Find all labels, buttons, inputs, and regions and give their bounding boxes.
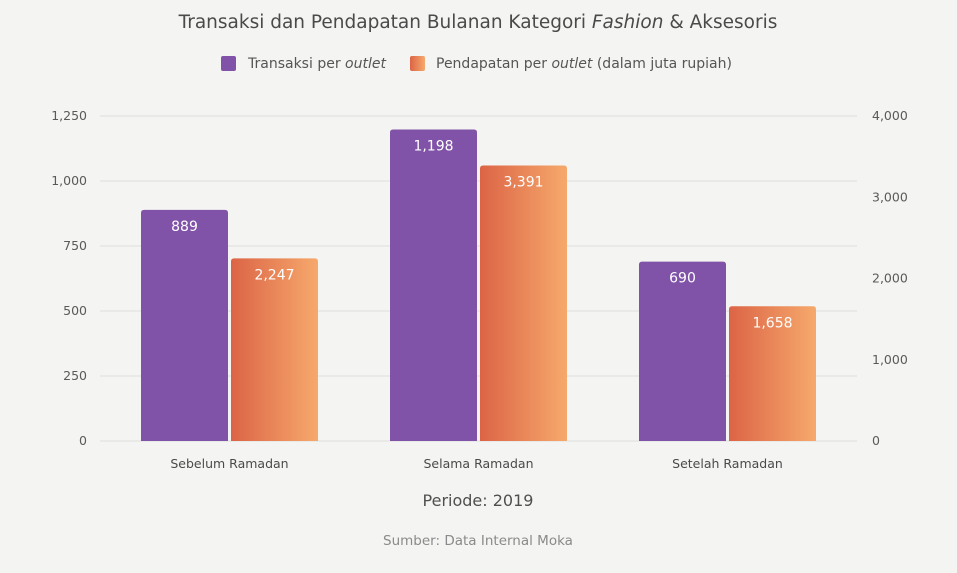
y-right-tick-2: 2,000 bbox=[872, 271, 908, 286]
data-label-transaksi-0: 889 bbox=[171, 219, 198, 235]
x-axis-categories: Sebelum Ramadan Selama Ramadan Setelah Ram… bbox=[170, 456, 782, 471]
bar-transaksi-1 bbox=[390, 129, 477, 441]
y-left-tick-3: 750 bbox=[63, 238, 87, 253]
x-category-1: Selama Ramadan bbox=[424, 456, 534, 471]
y-left-tick-5: 1,250 bbox=[51, 108, 87, 123]
bar-transaksi-0 bbox=[141, 209, 228, 441]
y-axis-left: 0 250 500 750 1,000 1,250 bbox=[51, 108, 87, 448]
legend-swatch-pendapatan bbox=[410, 56, 425, 71]
legend-label-pendapatan: Pendapatan per outlet (dalam juta rupiah… bbox=[436, 56, 732, 72]
legend-label-transaksi: Transaksi per outlet bbox=[247, 56, 386, 72]
bars: 889 2,247 1,198 3,391 690 1,658 bbox=[141, 129, 816, 441]
legend-swatch-transaksi bbox=[221, 56, 236, 71]
data-label-transaksi-1: 1,198 bbox=[413, 139, 453, 155]
y-left-tick-0: 0 bbox=[79, 433, 87, 448]
y-left-tick-1: 250 bbox=[63, 368, 87, 383]
bar-pendapatan-0 bbox=[231, 258, 318, 441]
x-category-2: Setelah Ramadan bbox=[672, 456, 783, 471]
y-right-tick-4: 4,000 bbox=[872, 108, 908, 123]
x-axis-label: Periode: 2019 bbox=[423, 491, 534, 510]
bar-pendapatan-2 bbox=[729, 306, 816, 441]
y-right-tick-0: 0 bbox=[872, 433, 880, 448]
y-right-tick-3: 3,000 bbox=[872, 189, 908, 204]
source-note: Sumber: Data Internal Moka bbox=[383, 533, 573, 549]
chart-title: Transaksi dan Pendapatan Bulanan Kategor… bbox=[178, 12, 778, 33]
legend: Transaksi per outlet Pendapatan per outl… bbox=[221, 56, 732, 72]
data-label-pendapatan-1: 3,391 bbox=[503, 174, 543, 190]
y-axis-right: 0 1,000 2,000 3,000 4,000 bbox=[872, 108, 908, 448]
y-right-tick-1: 1,000 bbox=[872, 352, 908, 367]
bar-transaksi-2 bbox=[639, 261, 726, 441]
bar-pendapatan-1 bbox=[480, 165, 567, 441]
y-left-tick-4: 1,000 bbox=[51, 173, 87, 188]
data-label-pendapatan-2: 1,658 bbox=[752, 315, 792, 331]
x-category-0: Sebelum Ramadan bbox=[170, 456, 288, 471]
data-label-transaksi-2: 690 bbox=[669, 271, 696, 287]
data-label-pendapatan-0: 2,247 bbox=[254, 267, 294, 283]
y-left-tick-2: 500 bbox=[63, 303, 87, 318]
